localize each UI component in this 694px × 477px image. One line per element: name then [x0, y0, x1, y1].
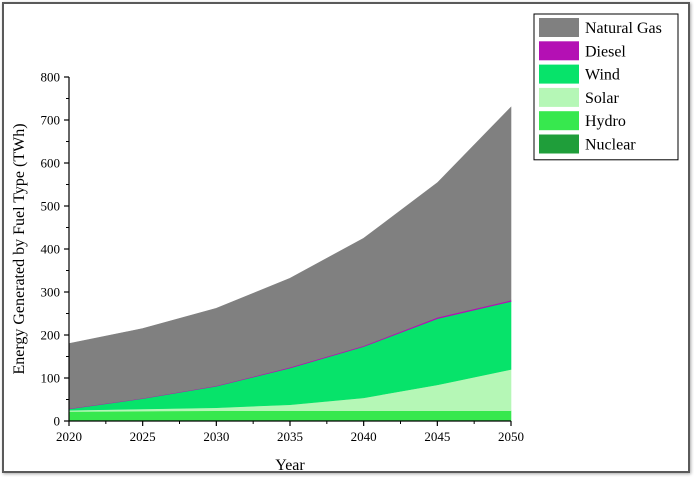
legend: Natural Gas Diesel Wind Solar Hydro Nuclear — [533, 13, 679, 161]
axes: 0 100 200 300 400 500 600 700 800 2020 2025 2030 203… — [41, 70, 525, 445]
area-layers — [68, 106, 512, 422]
x-tick-label: 2050 — [498, 429, 524, 444]
x-tick-label: 2030 — [203, 429, 229, 444]
area-natural-gas — [68, 106, 512, 409]
legend-label-nuclear: Nuclear — [585, 137, 636, 154]
legend-label-diesel: Diesel — [585, 43, 626, 60]
y-tick-label: 200 — [41, 328, 61, 343]
y-tick-label: 400 — [41, 242, 61, 257]
x-tick-label: 2040 — [351, 429, 377, 444]
y-tick-label: 500 — [41, 199, 61, 214]
x-tick-label: 2020 — [56, 429, 82, 444]
legend-label-hydro: Hydro — [585, 113, 626, 130]
x-tick-label: 2035 — [277, 429, 303, 444]
legend-swatch-hydro — [539, 111, 579, 131]
legend-swatch-wind — [539, 64, 579, 84]
legend-label-solar: Solar — [585, 90, 619, 107]
legend-swatch-natural-gas — [539, 18, 579, 37]
y-tick-label: 600 — [41, 156, 61, 171]
x-tick-label: 2045 — [424, 429, 450, 444]
x-axis-title: Year — [275, 457, 305, 474]
y-tick-label: 800 — [41, 70, 61, 85]
legend-swatch-solar — [539, 87, 579, 107]
y-tick-label: 0 — [54, 414, 61, 429]
legend-swatch-diesel — [539, 41, 579, 61]
y-axis-title: Energy Generated by Fuel Type (TWh) — [11, 123, 28, 374]
x-tick-label: 2025 — [130, 429, 156, 444]
y-tick-label: 100 — [41, 371, 61, 386]
y-tick-label: 300 — [41, 285, 61, 300]
legend-label-natural-gas: Natural Gas — [585, 20, 662, 37]
legend-swatch-nuclear — [539, 134, 579, 154]
area-hydro — [68, 410, 512, 422]
legend-label-wind: Wind — [585, 67, 620, 84]
y-tick-label: 700 — [41, 113, 61, 128]
